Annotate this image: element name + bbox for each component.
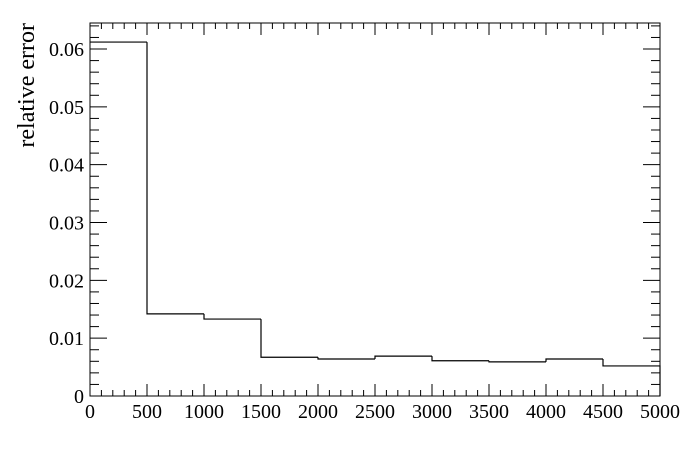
- x-tick-label: 4000: [526, 401, 566, 423]
- plot-frame: [89, 22, 661, 397]
- y-tick-label: 0.04: [49, 155, 84, 177]
- x-tick-label: 1500: [241, 401, 281, 423]
- x-tick-labels: 0 500 1000 1500 2000 2500 3000 3500 4000 4500 5000: [85, 401, 680, 423]
- y-tick-label: 0.01: [49, 328, 84, 350]
- x-tick-label: 2500: [355, 401, 395, 423]
- y-tick-label: 0.06: [49, 39, 84, 61]
- histogram-bin: [260, 319, 318, 358]
- histogram-bin: [317, 357, 375, 360]
- y-tick-label: 0: [74, 386, 84, 408]
- histogram-bin: [545, 358, 603, 362]
- histogram-series: [90, 41, 661, 396]
- histogram-bin: [374, 355, 432, 359]
- x-tick-label: 0: [85, 401, 95, 423]
- x-tick-label: 1000: [184, 401, 224, 423]
- axis-ticks: [89, 23, 661, 397]
- y-tick-label: 0.05: [49, 97, 84, 119]
- y-axis-title: relative error: [14, 23, 40, 148]
- histogram-bin: [146, 42, 204, 315]
- histogram-bin: [203, 313, 261, 320]
- histogram-bin: [488, 360, 546, 363]
- x-tick-label: 2000: [298, 401, 338, 423]
- x-tick-label: 3000: [412, 401, 452, 423]
- y-tick-label: 0.03: [49, 213, 84, 235]
- x-tick-label: 500: [132, 401, 162, 423]
- histogram-bin: [431, 356, 489, 362]
- y-tick-label: 0.02: [49, 270, 84, 292]
- x-tick-label: 3500: [469, 401, 509, 423]
- x-tick-label: 5000: [640, 401, 680, 423]
- histogram-bin: [602, 358, 661, 396]
- y-tick-labels: 0 0.01 0.02 0.03 0.04 0.05 0.06: [49, 39, 84, 408]
- x-tick-label: 4500: [583, 401, 623, 423]
